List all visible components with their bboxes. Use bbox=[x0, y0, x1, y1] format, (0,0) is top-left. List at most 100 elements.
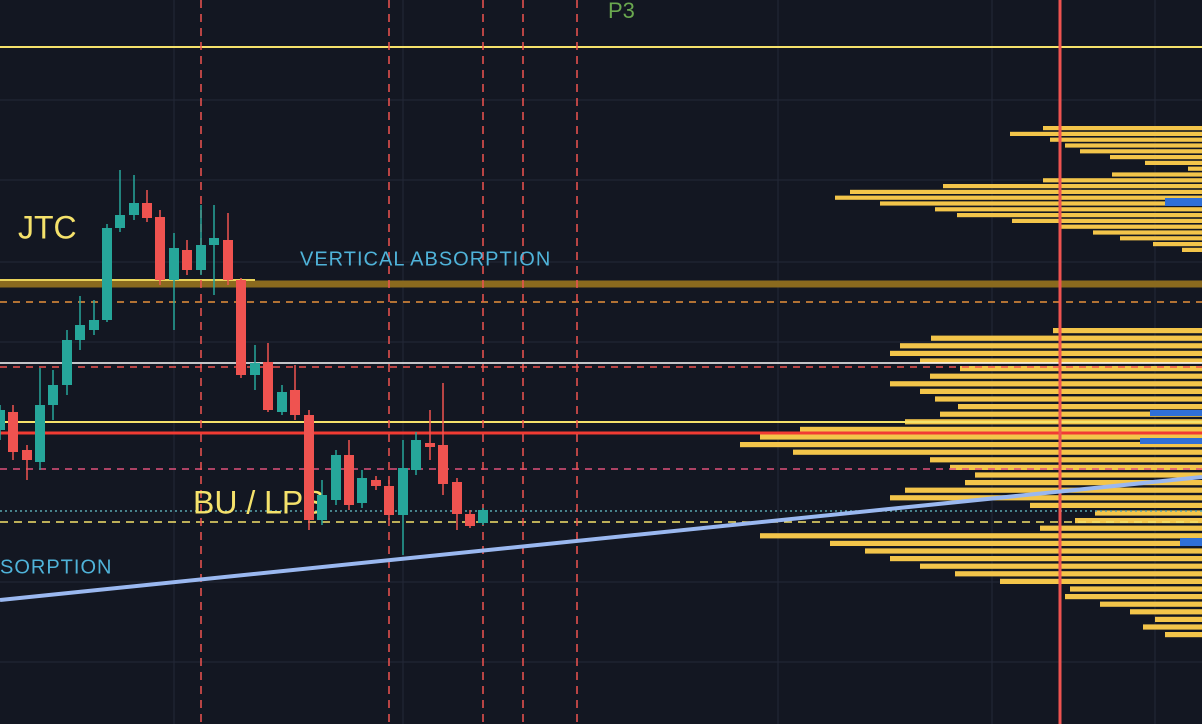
profile-row bbox=[800, 426, 1202, 432]
profile-row bbox=[931, 335, 1202, 341]
candle-body bbox=[196, 245, 206, 270]
profile-row bbox=[890, 350, 1202, 356]
profile-row bbox=[935, 207, 1202, 212]
candle-body bbox=[411, 440, 421, 470]
annotation: P3 bbox=[608, 0, 635, 23]
candle-body bbox=[209, 238, 219, 245]
profile-row bbox=[1093, 230, 1202, 235]
profile-row bbox=[1165, 632, 1202, 638]
profile-row bbox=[1155, 616, 1202, 622]
candle-body bbox=[425, 443, 435, 447]
profile-highlight bbox=[1165, 198, 1202, 206]
profile-row bbox=[943, 184, 1202, 189]
profile-row bbox=[1110, 155, 1202, 160]
profile-row bbox=[935, 396, 1202, 402]
profile-row bbox=[1050, 137, 1202, 142]
candle-body bbox=[317, 495, 327, 520]
profile-row bbox=[1130, 609, 1202, 615]
candle-body bbox=[89, 320, 99, 330]
profile-row bbox=[1075, 518, 1202, 524]
profile-row bbox=[930, 457, 1202, 463]
profile-row bbox=[1120, 236, 1202, 241]
annotation: JTC bbox=[18, 209, 77, 245]
profile-row bbox=[1112, 172, 1202, 177]
profile-row bbox=[1043, 178, 1202, 183]
profile-row bbox=[940, 411, 1202, 417]
profile-row bbox=[1153, 242, 1202, 247]
candle-body bbox=[115, 215, 125, 228]
profile-row bbox=[958, 404, 1202, 410]
profile-highlight bbox=[1140, 438, 1202, 444]
candle-body bbox=[384, 486, 394, 515]
candle-body bbox=[129, 203, 139, 215]
candle-body bbox=[0, 410, 5, 430]
profile-row bbox=[865, 548, 1202, 554]
profile-row bbox=[793, 449, 1202, 455]
candle-body bbox=[398, 468, 408, 515]
candle-body bbox=[8, 412, 18, 452]
candle-body bbox=[142, 203, 152, 218]
profile-row bbox=[960, 366, 1202, 372]
profile-row bbox=[1143, 624, 1202, 630]
candle-body bbox=[48, 385, 58, 405]
trend-line bbox=[0, 475, 1202, 602]
candle-body bbox=[371, 480, 381, 486]
profile-row bbox=[830, 540, 1202, 546]
profile-row bbox=[1000, 578, 1202, 584]
profile-row bbox=[890, 381, 1202, 387]
profile-row bbox=[890, 556, 1202, 562]
profile-row bbox=[930, 373, 1202, 379]
profile-row bbox=[880, 201, 1202, 206]
profile-row bbox=[740, 442, 1202, 448]
profile-row bbox=[975, 472, 1202, 478]
profile-row bbox=[1095, 510, 1202, 516]
profile-row bbox=[950, 464, 1202, 470]
profile-row bbox=[760, 434, 1202, 440]
annotation: SORPTION bbox=[0, 556, 112, 578]
profile-row bbox=[1040, 525, 1202, 531]
vertical-markers bbox=[200, 0, 578, 724]
candle-body bbox=[344, 455, 354, 505]
profile-row bbox=[850, 189, 1202, 194]
profile-row bbox=[1030, 502, 1202, 508]
candle-body bbox=[304, 415, 314, 520]
profile-highlight bbox=[1150, 410, 1202, 416]
profile-row bbox=[1012, 218, 1202, 223]
annotation: VERTICAL ABSORPTION bbox=[300, 248, 551, 270]
profile-row bbox=[1182, 247, 1202, 252]
candle-body bbox=[236, 280, 246, 375]
candle-body bbox=[75, 325, 85, 340]
candle-body bbox=[263, 362, 273, 410]
candle-body bbox=[250, 363, 260, 375]
profile-row bbox=[1070, 586, 1202, 592]
candle-body bbox=[331, 455, 341, 500]
profile-row bbox=[1065, 143, 1202, 148]
profile-row bbox=[835, 195, 1202, 200]
candle-body bbox=[35, 405, 45, 462]
candle-body bbox=[102, 228, 112, 320]
profile-row bbox=[955, 571, 1202, 577]
candle-body bbox=[22, 450, 32, 460]
profile-row bbox=[1065, 594, 1202, 600]
profile-row bbox=[890, 495, 1202, 501]
profile-row bbox=[1010, 131, 1202, 136]
candle-body bbox=[438, 445, 448, 484]
profile-row bbox=[1145, 160, 1202, 165]
candle-body bbox=[182, 250, 192, 270]
annotation: BU / LPS bbox=[193, 484, 325, 520]
candle-body bbox=[478, 510, 488, 523]
candle-body bbox=[452, 482, 462, 514]
candle-body bbox=[357, 478, 367, 503]
profile-row bbox=[760, 533, 1202, 539]
profile-row bbox=[1060, 224, 1202, 229]
profile-row bbox=[900, 343, 1202, 349]
candle-body bbox=[62, 340, 72, 385]
candle-body bbox=[155, 217, 165, 280]
candle-body bbox=[169, 248, 179, 280]
candle-body bbox=[277, 392, 287, 412]
profile-row bbox=[957, 213, 1202, 218]
profile-row bbox=[1188, 166, 1202, 171]
profile-row bbox=[1080, 149, 1202, 154]
candle-body bbox=[465, 514, 475, 526]
